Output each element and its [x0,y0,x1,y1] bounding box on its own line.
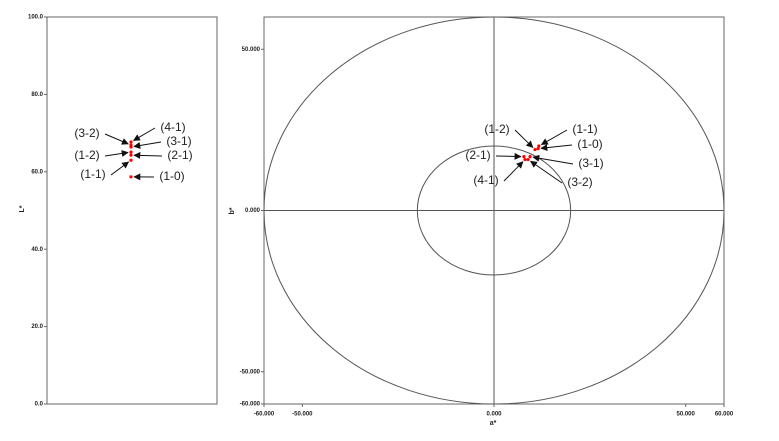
y-tick-label: 0.0 [35,402,44,408]
point [536,146,540,151]
point-label: (2-1) [465,148,490,162]
y-axis-label: L* [19,205,26,212]
y-tick-label: 0.000 [245,208,261,214]
y-tick-label: 100.0 [28,15,44,21]
arrow [514,129,534,148]
y-tick-label: 80.0 [31,92,43,98]
point-label: (2-1) [167,148,192,162]
arrow [540,144,573,152]
arrow [110,161,130,176]
y-tick-label: 60.0 [31,169,43,175]
x-tick-label: 0.000 [486,412,502,418]
point [129,175,133,179]
point-label: (4-1) [473,173,498,187]
x-tick-label: -60.000 [254,412,275,418]
arrow [132,127,156,141]
point-label: (3-1) [578,156,603,170]
arrow [540,129,568,145]
point [533,147,537,152]
y-tick-label: 20.0 [31,324,43,330]
point [523,157,527,162]
x-tick-label: -50.000 [292,412,313,418]
point [522,155,526,159]
point-label: (3-1) [166,134,191,148]
y-tick-label: -50.000 [240,369,261,375]
point-label: (1-0) [577,137,602,151]
x-tick-label: 60.000 [715,412,734,418]
point [129,158,133,162]
point [129,153,133,157]
y-tick-label: 50.000 [242,47,261,53]
arrow [530,160,563,184]
point-label: (3-2) [74,126,99,140]
point [528,155,532,159]
arrow [503,161,524,182]
point-label: (1-1) [572,122,597,136]
arrow [495,152,522,160]
point-label: (1-1) [80,167,105,181]
arrow [133,141,162,149]
point-label: (1-2) [484,122,509,136]
point-label: (4-1) [160,120,185,134]
point [129,140,133,144]
point [129,150,133,154]
point [129,143,133,147]
lightness-frame [46,16,218,405]
point-label: (1-2) [74,148,99,162]
y-tick-label: -60.000 [240,402,261,408]
point [526,157,530,162]
arrow [532,154,574,165]
point-label: (3-2) [567,175,592,189]
arrow [133,151,163,159]
arrow [104,133,129,145]
arrow [104,149,129,157]
point [537,144,541,148]
x-tick-label: 50.000 [676,412,695,418]
point-label: (1-0) [159,169,184,183]
y-axis-label: b* [229,207,236,214]
y-tick-label: 40.0 [31,247,43,253]
x-axis-label: a* [490,420,497,427]
